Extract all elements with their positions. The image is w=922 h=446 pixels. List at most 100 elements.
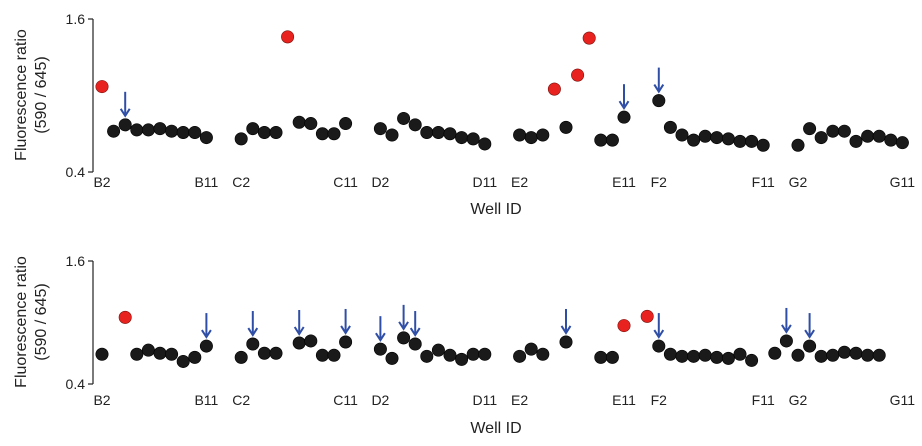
data-point [327,348,341,362]
data-point [385,351,399,365]
x-tick-label: G11 [890,174,916,190]
data-point [141,343,155,357]
data-point [234,132,248,146]
arrow-marker [804,313,815,339]
x-tick-label: G2 [789,392,808,408]
data-point [837,345,851,359]
data-point [872,129,886,143]
x-tick-label: D2 [371,392,389,408]
data-point [524,131,538,145]
arrow-head [409,327,421,337]
arrow-marker [398,304,409,331]
x-tick-label: F11 [752,392,775,408]
data-point [663,347,677,361]
x-tick-label: B11 [194,392,218,408]
data-point [188,350,202,364]
x-tick-label: C11 [333,392,358,408]
data-point [246,122,260,136]
data-point [559,335,573,349]
data-point [849,346,863,360]
data-point [153,346,167,360]
data-point [385,128,399,142]
data-point [246,337,260,351]
data-point [107,124,121,138]
data-point [443,348,457,362]
data-point [141,123,155,137]
arrow-marker [653,313,665,339]
data-point [721,132,735,146]
data-point [408,118,422,132]
data-point [803,122,817,136]
arrow-marker [119,91,131,118]
y-axis-label: Fluorescence ratio [13,256,30,388]
data-point [339,335,353,349]
data-point [478,137,492,151]
data-point [617,110,631,124]
arrow-marker [247,311,259,337]
data-point-highlight [281,30,295,44]
data-point [466,347,480,361]
data-point [536,128,550,142]
data-point [814,349,828,363]
data-point [95,347,109,361]
x-tick-label: C2 [232,392,250,408]
data-point [165,347,179,361]
data-point [826,124,840,138]
data-point [605,133,619,147]
data-point [791,138,805,152]
data-point [872,348,886,362]
panel-2: 1.6 0.4 Fluorescence ratio (590 / 645) B2 B11… [13,253,915,437]
data-point [559,120,573,134]
data-point [315,348,329,362]
arrow-marker [653,67,665,94]
data-point [188,125,202,139]
arrow-marker [375,316,386,342]
arrow-marker [781,307,792,334]
x-tick-label: D11 [472,392,497,408]
x-tick-label: F11 [752,174,775,190]
data-point [652,339,666,353]
x-tick-label: B2 [93,392,110,408]
x-tick-label: E11 [612,174,636,190]
data-point [687,349,701,363]
data-point [199,131,213,145]
data-point [257,125,271,139]
data-point-highlight [571,68,585,82]
data-point [234,350,248,364]
data-point [733,134,747,148]
data-point [594,350,608,364]
y-tick-label-top: 1.6 [66,253,86,269]
x-axis-label: Well ID [470,201,521,218]
data-point-highlight [118,310,132,324]
data-point [397,331,411,345]
data-point [663,120,677,134]
arrow-head [653,329,665,339]
data-point [257,346,271,360]
x-tick-label: F2 [651,174,668,190]
arrow-head [293,326,305,336]
data-point [373,122,387,136]
x-tick-label: B2 [93,174,110,190]
data-point [176,354,190,368]
data-point [756,138,770,152]
data-point [791,348,805,362]
data-point [130,347,144,361]
y-tick-label-bottom: 0.4 [66,164,86,180]
data-point [895,136,909,150]
x-tick-label: D11 [472,174,497,190]
arrow-marker [201,313,212,339]
data-point [292,336,306,350]
data-point [373,342,387,356]
data-point [304,334,318,348]
data-point [849,134,863,148]
data-point [733,347,747,361]
data-point [779,334,793,348]
data-point [269,125,283,139]
arrow-head [340,325,351,335]
data-point [199,339,213,353]
x-axis-label: Well ID [470,420,521,437]
data-point [698,129,712,143]
data-point [339,117,353,131]
x-tick-label: F2 [651,392,668,408]
